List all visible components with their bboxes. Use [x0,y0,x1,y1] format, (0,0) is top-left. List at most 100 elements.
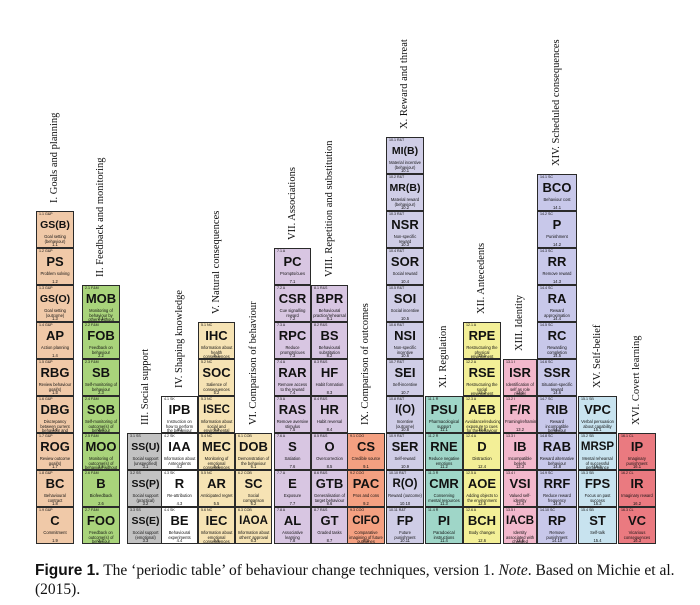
bct-cell: 2.6 F&M B Biofeedback 2.6 [82,470,120,507]
bct-code: 2.6 F&M [85,471,99,475]
bct-number: 7.1 [289,279,296,284]
bct-abbreviation: RSE [468,365,496,380]
bct-cell: 7.2 A CSR Cue signalling reward 7.2 [274,285,311,322]
bct-cell: 12.1 A RPE Restructuring the physical envi… [463,322,501,359]
bct-code: 11.1 R [428,397,439,401]
bct-name: Generalisation of target behaviour [314,493,345,503]
bct-code: 1.7 G&P [39,434,53,438]
bct-cell: 4.1 SK IPB Instruction on how to perform t… [161,396,198,433]
bct-number: 10.1 [401,168,409,173]
bct-cell: 14.9 SC RRF Reduce reward frequency 14.9 [537,470,577,507]
bct-cell: 4.4 SK BE Behavioural experiments 4.4 [161,507,198,544]
bct-code: 3.3 SS [130,508,141,512]
bct-code: 7.4 A [277,360,286,364]
bct-cell: 2.4 F&M SOB Self-monitoring of outcome(s) … [82,396,120,433]
bct-number: 14.1 [553,205,561,210]
bct-abbreviation: SSR [543,365,571,380]
bct-number: 2.3 [98,390,104,395]
bct-number: 14.7 [553,427,561,432]
bct-cell: 13.3 I IB Incompatible beliefs 13.3 [503,433,537,470]
bct-number: 8.4 [326,427,333,432]
bct-cell: 7.4 A RAR Remove access to the reward 7.4 [274,359,311,396]
bct-abbreviation: HF [320,365,339,380]
bct-code: 7.3 A [277,323,286,327]
bct-cell: 14.8 SC RAB Reward alternative behaviour 14… [537,433,577,470]
bct-number: 12.2 [478,390,486,395]
group-header: III. Social support [139,348,151,425]
bct-code: 11.3 R [428,471,439,475]
bct-number: 14.3 [553,279,561,284]
bct-abbreviation: RPE [468,328,496,343]
bct-name: Framing/reframing [505,419,537,424]
bct-cell: 5.2 NC SOC Salience of consequences 5.2 [198,359,235,396]
bct-number: 14.2 [553,242,561,247]
bct-abbreviation: ROG [40,439,70,454]
bct-name: Information about social and environment… [200,419,233,433]
bct-cell: 9.2 COO PAC Pros and cons 9.2 [347,470,385,507]
bct-number: 6.1 [250,464,257,469]
bct-cell: 10.6 R&T NSI Non-specific incentive 10.6 [386,322,424,359]
bct-code: 1.6 G&P [39,397,53,401]
bct-cell: 14.6 SC SSR Situation-specific reward 14.6 [537,359,577,396]
bct-abbreviation: MI(B) [391,145,419,157]
bct-number: 2.7 [98,538,104,543]
bct-code: 8.4 R&S [314,397,328,401]
bct-cell: 12.3 A AEB Avoidance/reducing exposure to … [463,396,501,433]
bct-abbreviation: BC [45,476,65,491]
bct-name: Non-specific reward [393,234,417,244]
bct-name: Comparative imagining of future outcomes [349,530,383,544]
bct-cell: 2.1 F&M MOB Monitoring of behaviour by oth… [82,285,120,322]
bct-cell: 10.10 R&T R(O) Reward (outcome) 10.10 [386,470,424,507]
bct-code: 15.2 SB [581,434,594,438]
bct-cell: 13.1 I ISR Identification of self as role … [503,359,537,396]
bct-abbreviation: DOB [239,439,268,454]
bct-code: 14.4 SC [540,286,553,290]
bct-cell: 7.3 A RPC Reduce prompts/cues 7.3 [274,322,311,359]
bct-name: Identification of self as role model [506,382,534,396]
bct-cell: 2.3 F&M SB Self-monitoring of behaviour 2.3 [82,359,120,396]
bct-number: 13.3 [516,464,524,469]
bct-abbreviation: CSR [278,291,307,306]
bct-cell: 10.3 R&T NSR Non-specific reward 10.3 [386,211,424,248]
bct-code: 7.7 A [277,471,286,475]
bct-cell: 14.7 SC RIB Reward incompatible behaviour 1… [537,396,577,433]
bct-cell: 12.4 A D Distraction 12.4 [463,433,501,470]
bct-cell: 11.2 R RNE Reduce negative emotions 11.2 [425,433,463,470]
bct-abbreviation: IPB [168,402,191,417]
bct-cell: 5.5 NC AR Anticipated regret 5.5 [198,470,235,507]
bct-abbreviation: AOE [467,476,497,491]
bct-number: 10.4 [401,279,409,284]
bct-cell: 7.1 A PC Prompts/cues 7.1 [274,248,311,285]
bct-name: Instruction on how to perform the behavi… [165,419,194,433]
bct-code: 16.2 CL [621,471,634,475]
bct-code: 4.2 SK [164,434,175,438]
group-header: XIII. Identity [514,295,525,351]
bct-code: 1.8 G&P [39,471,53,475]
bct-name: Mental rehearsal of successful performan… [582,456,613,470]
group-header: VI. Comparison of behaviour [247,301,259,425]
bct-code: 8.3 R&S [314,360,328,364]
bct-code: 6.2 COB [238,471,252,475]
bct-number: 1.4 [52,353,58,358]
bct-code: 9.3 COO [350,508,365,512]
bct-code: 5.5 NC [201,471,213,475]
bct-name: Reduce negative emotions [428,456,460,466]
bct-code: 1.5 G&P [39,360,53,364]
bct-cell: 1.5 G&P RBG Review behaviour goal(s) 1.5 [36,359,74,396]
bct-number: 14.4 [553,316,561,321]
bct-code: 14.10 SC [540,508,555,512]
bct-cell: 2.5 F&M MOO Monitoring of outcome(s) of be… [82,433,120,470]
bct-code: 9.1 COO [350,434,365,438]
bct-name: Graded tasks [317,530,342,535]
bct-name: Feedback on behaviour [89,345,113,355]
bct-number: 10.2 [401,205,409,210]
bct-number: 1.6 [52,427,58,432]
bct-cell: 5.4 NC MEC Monitoring of emotional consequ… [198,433,235,470]
bct-cell: 1.1 G&P GS(B) Goal setting (behaviour) 1.1 [36,211,74,248]
bct-name: Behaviour cost [543,197,571,202]
bct-cell: 8.6 R&S GTB Generalisation of target behav… [311,470,348,507]
bct-name: Demonstration of the behaviour [237,456,270,466]
bct-number: 14.6 [553,390,561,395]
bct-number: 9.2 [363,501,369,506]
bct-cell: 13.5 I IACB Identity associated with chang… [503,507,537,544]
